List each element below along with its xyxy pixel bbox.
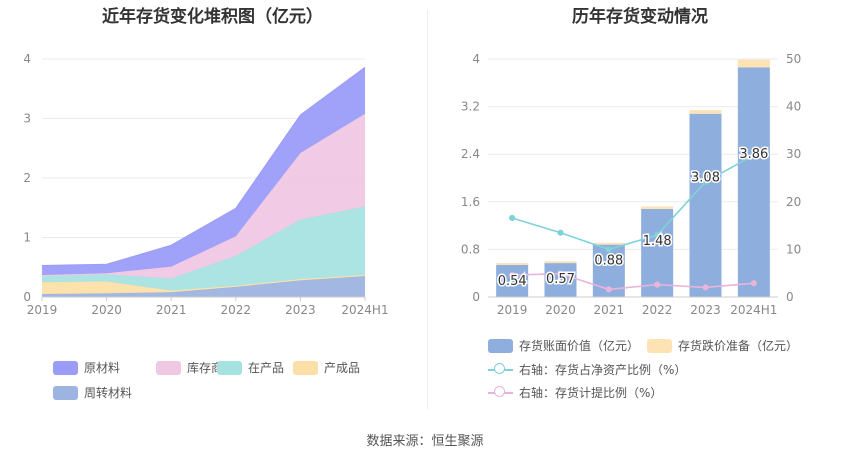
y-tick-label: 1 (23, 231, 31, 245)
legend-label: 右轴：存货占净资产比例（%） (519, 363, 687, 377)
legend-label: 周转材料 (84, 386, 133, 400)
x-tick-label: 2022 (642, 303, 673, 317)
bar-impairment (737, 59, 770, 68)
right-chart-title: 历年存货变动情况 (572, 7, 708, 27)
bar-data-label: 0.54 (498, 274, 527, 289)
legend-item-provision-ratio[interactable]: 右轴：存货计提比例（%） (488, 384, 662, 401)
bar-data-label: 0.57 (546, 272, 575, 287)
left-chart-title: 近年存货变化堆积图（亿元） (102, 7, 323, 27)
bar-impairment (689, 110, 722, 114)
line-point (654, 232, 661, 239)
line-point (702, 284, 709, 291)
bar-book-value (496, 264, 529, 297)
legend-label: 在产品 (248, 361, 285, 375)
y2-tick-label: 30 (786, 147, 801, 161)
y-tick-label: 1.6 (461, 195, 480, 209)
y-tick-label: 0 (472, 290, 480, 304)
y-tick-label: 2 (23, 171, 31, 185)
legend-item-work-in-progress[interactable]: 在产品 (217, 359, 284, 376)
legend-label: 原材料 (84, 361, 121, 375)
area-edge (41, 274, 366, 291)
legend-swatch (647, 338, 672, 353)
line-右轴：存货计提比例（%） (512, 272, 754, 291)
y2-tick-label: 0 (786, 290, 794, 304)
line-point (750, 280, 757, 287)
y2-tick-label: 50 (786, 52, 801, 66)
x-tick-label: 2024H1 (730, 303, 777, 317)
data-source-note: 数据来源：恒生聚源 (366, 434, 484, 449)
bar-book-value (689, 113, 722, 298)
legend-item-turnover-materials[interactable]: 周转材料 (53, 384, 132, 401)
bar-data-label: 3.08 (691, 170, 720, 185)
bar-data-label: 0.88 (594, 254, 623, 269)
legend-swatch (156, 360, 181, 375)
bar-book-value (737, 67, 770, 297)
line-point (750, 152, 757, 159)
x-tick-label: 2023 (285, 303, 316, 317)
line-point (605, 286, 612, 293)
y-tick-label: 2.4 (461, 147, 480, 161)
bar-book-value (544, 263, 577, 297)
x-tick-label: 2019 (497, 303, 528, 317)
y-tick-label: 4 (23, 52, 31, 66)
bar-data-label: 3.86 (739, 147, 768, 162)
x-tick-label: 2020 (91, 303, 122, 317)
legend-label: 右轴：存货计提比例（%） (519, 386, 663, 400)
legend-label: 存货跌价准备（亿元） (678, 339, 799, 353)
y-tick-label: 0.8 (461, 242, 480, 256)
y-tick-label: 0 (23, 290, 31, 304)
legend-swatch (217, 360, 242, 375)
legend-label: 产成品 (324, 361, 361, 375)
x-tick-label: 2022 (221, 303, 252, 317)
legend-item-impairment[interactable]: 存货跌价准备（亿元） (647, 337, 798, 354)
line-右轴：存货占净资产比例（%） (511, 154, 755, 251)
area-edge (41, 66, 366, 266)
bar-impairment (641, 206, 674, 209)
y2-tick-label: 20 (786, 195, 801, 209)
legend-item-net-asset-ratio[interactable]: 右轴：存货占净资产比例（%） (488, 361, 686, 378)
area-产成品 (42, 274, 365, 295)
legend-swatch (488, 338, 513, 353)
y-tick-label: 4 (472, 52, 480, 66)
line-point (509, 272, 516, 279)
bar-impairment (592, 242, 625, 245)
line-point (605, 246, 612, 253)
legend-line-swatch (488, 362, 513, 377)
legend-swatch (53, 385, 78, 400)
line-point (702, 178, 709, 185)
legend-swatch (53, 360, 78, 375)
x-tick-label: 2020 (545, 303, 576, 317)
line-point (557, 270, 564, 277)
x-tick-label: 2019 (27, 303, 58, 317)
legend-label: 存货账面价值（亿元） (519, 339, 640, 353)
legend-item-book-value[interactable]: 存货账面价值（亿元） (488, 337, 639, 354)
legend-swatch (293, 360, 318, 375)
line-point (509, 214, 516, 222)
y-tick-label: 3 (23, 112, 31, 126)
area-在产品 (42, 206, 365, 291)
stacked-area-chart: 0 1 2 3 4 2019 2020 2021 2022 2023 2024H1 (23, 52, 388, 317)
legend-item-raw-materials[interactable]: 原材料 (53, 359, 120, 376)
x-tick-label: 2021 (156, 303, 187, 317)
x-tick-label: 2021 (594, 303, 625, 317)
panel-divider (427, 10, 428, 410)
area-库存商品 (42, 113, 365, 279)
area-周转材料 (42, 276, 365, 297)
legend-line-swatch (488, 385, 513, 400)
y-tick-label: 3.2 (461, 100, 480, 114)
bar-impairment (544, 261, 577, 264)
line-point (557, 229, 564, 236)
bar-impairment (496, 263, 529, 265)
y2-tick-label: 10 (786, 242, 801, 256)
bar-data-label: 1.48 (643, 234, 672, 249)
area-原材料 (42, 67, 365, 275)
x-tick-label: 2023 (690, 303, 721, 317)
y2-tick-label: 40 (786, 100, 801, 114)
legend-item-finished-goods[interactable]: 产成品 (293, 359, 360, 376)
x-tick-label: 2024H1 (341, 303, 388, 317)
line-point (654, 281, 661, 288)
